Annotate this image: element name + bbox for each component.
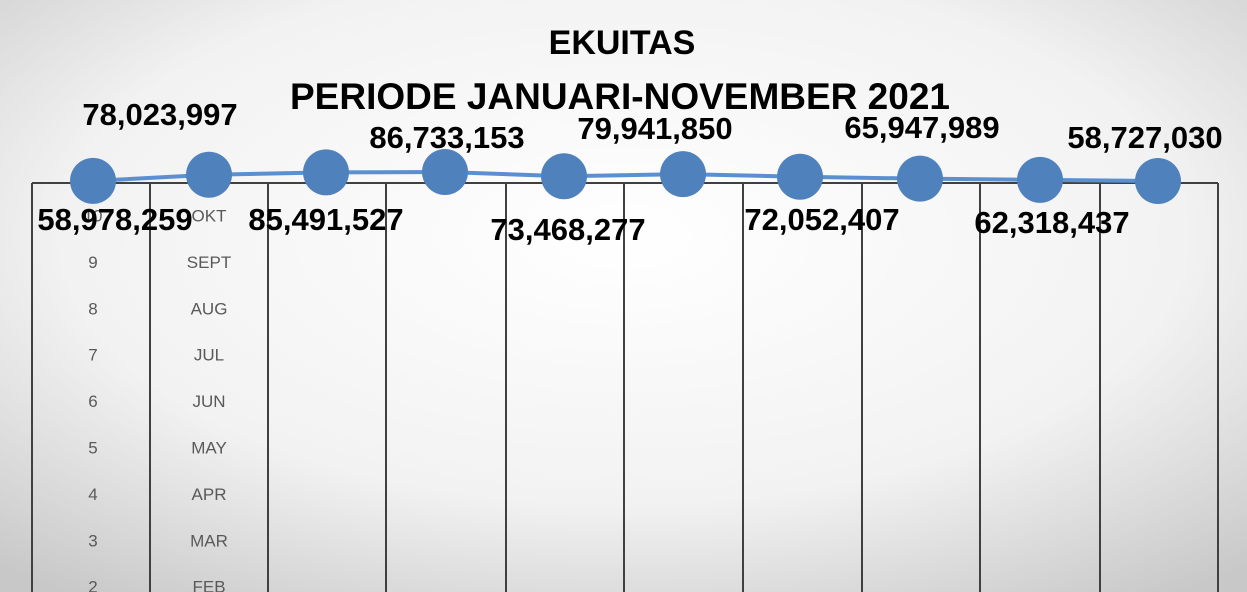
- data-label: 78,023,997: [82, 97, 237, 132]
- data-label: 62,318,437: [974, 205, 1129, 240]
- row-number: 8: [88, 299, 97, 318]
- data-label: 73,468,277: [490, 212, 645, 247]
- marker: [897, 155, 943, 202]
- line: [92, 169, 1159, 183]
- row-number: 2: [88, 578, 97, 592]
- row-month: MAR: [190, 531, 228, 550]
- row-month: MAY: [191, 438, 227, 457]
- row-number: 9: [88, 253, 97, 272]
- row-month: APR: [192, 485, 227, 504]
- data-label: 86,733,153: [369, 120, 524, 155]
- row-month: FEB: [192, 578, 225, 592]
- chart-title: EKUITAS: [549, 24, 696, 62]
- data-label: 79,941,850: [577, 111, 732, 146]
- marker: [660, 151, 706, 198]
- marker: [303, 149, 349, 196]
- marker: [541, 153, 587, 200]
- data-label: 72,052,407: [744, 202, 899, 237]
- marker: [70, 157, 116, 204]
- data-label: 58,727,030: [1067, 120, 1222, 155]
- row-month: AUG: [191, 299, 228, 318]
- row-number: 7: [88, 346, 97, 365]
- row-number: 6: [88, 392, 97, 411]
- row-number: 5: [88, 438, 97, 457]
- marker: [777, 153, 823, 200]
- row-month: JUL: [194, 346, 224, 365]
- marker: [1135, 158, 1181, 204]
- row-month: JUN: [192, 392, 225, 411]
- marker: [1017, 156, 1063, 203]
- row-number: 3: [88, 531, 97, 550]
- data-label: 65,947,989: [844, 110, 999, 145]
- row-month: SEPT: [187, 253, 231, 272]
- row-number: 10: [84, 206, 103, 225]
- marker: [422, 149, 468, 195]
- chart-subtitle: PERIODE JANUARI-NOVEMBER 2021: [290, 76, 950, 117]
- row-month: OKT: [192, 206, 227, 225]
- marker: [186, 151, 232, 198]
- row-number: 4: [88, 485, 97, 504]
- data-label: 85,491,527: [248, 202, 403, 237]
- data-label: 58,978,259: [37, 202, 192, 237]
